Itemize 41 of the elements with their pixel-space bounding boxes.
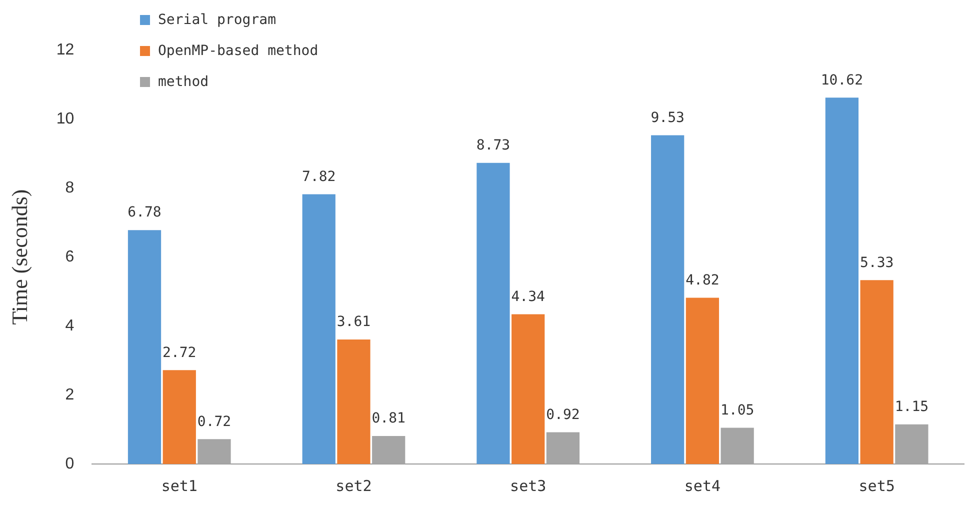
data-label: 2.72 xyxy=(162,344,196,361)
y-tick-label: 4 xyxy=(65,317,74,334)
data-label: 5.33 xyxy=(860,254,894,271)
bar xyxy=(512,314,545,464)
x-tick-label: set3 xyxy=(510,476,546,495)
legend-label: Serial program xyxy=(158,12,276,28)
data-label: 9.53 xyxy=(650,110,684,126)
data-label: 10.62 xyxy=(820,72,864,88)
data-label: 4.34 xyxy=(511,288,545,305)
data-label: 0.92 xyxy=(546,406,580,423)
bar xyxy=(128,230,162,464)
x-tick-label: set4 xyxy=(684,476,721,495)
bar xyxy=(651,135,684,464)
y-tick-label: 2 xyxy=(65,386,74,404)
data-label: 4.82 xyxy=(686,272,720,288)
data-label: 0.81 xyxy=(372,410,406,427)
data-label: 0.72 xyxy=(197,414,232,430)
bar xyxy=(686,298,720,464)
y-tick-label: 8 xyxy=(65,179,74,196)
x-tick-label: set1 xyxy=(161,476,198,495)
bar xyxy=(860,280,894,464)
bar xyxy=(476,162,510,464)
data-label: 3.61 xyxy=(336,314,371,330)
y-tick-label: 12 xyxy=(56,41,74,58)
y-tick-label: 6 xyxy=(65,248,74,266)
bar xyxy=(162,370,196,464)
bar xyxy=(825,98,859,464)
data-label: 1.05 xyxy=(720,402,754,418)
legend-label: OpenMP-based method xyxy=(158,42,318,58)
data-label: 6.78 xyxy=(128,204,162,221)
x-tick-label: set5 xyxy=(858,476,895,495)
data-label: 7.82 xyxy=(302,168,336,185)
x-tick-label: set2 xyxy=(336,476,372,495)
bar xyxy=(302,194,336,464)
data-label: 1.15 xyxy=(894,398,929,415)
y-axis-title: Time (seconds) xyxy=(6,189,32,325)
legend-label: method xyxy=(158,74,209,90)
y-tick-label: 0 xyxy=(65,455,74,472)
data-label: 8.73 xyxy=(476,137,510,154)
bar xyxy=(337,339,370,464)
y-tick-label: 10 xyxy=(56,110,74,128)
